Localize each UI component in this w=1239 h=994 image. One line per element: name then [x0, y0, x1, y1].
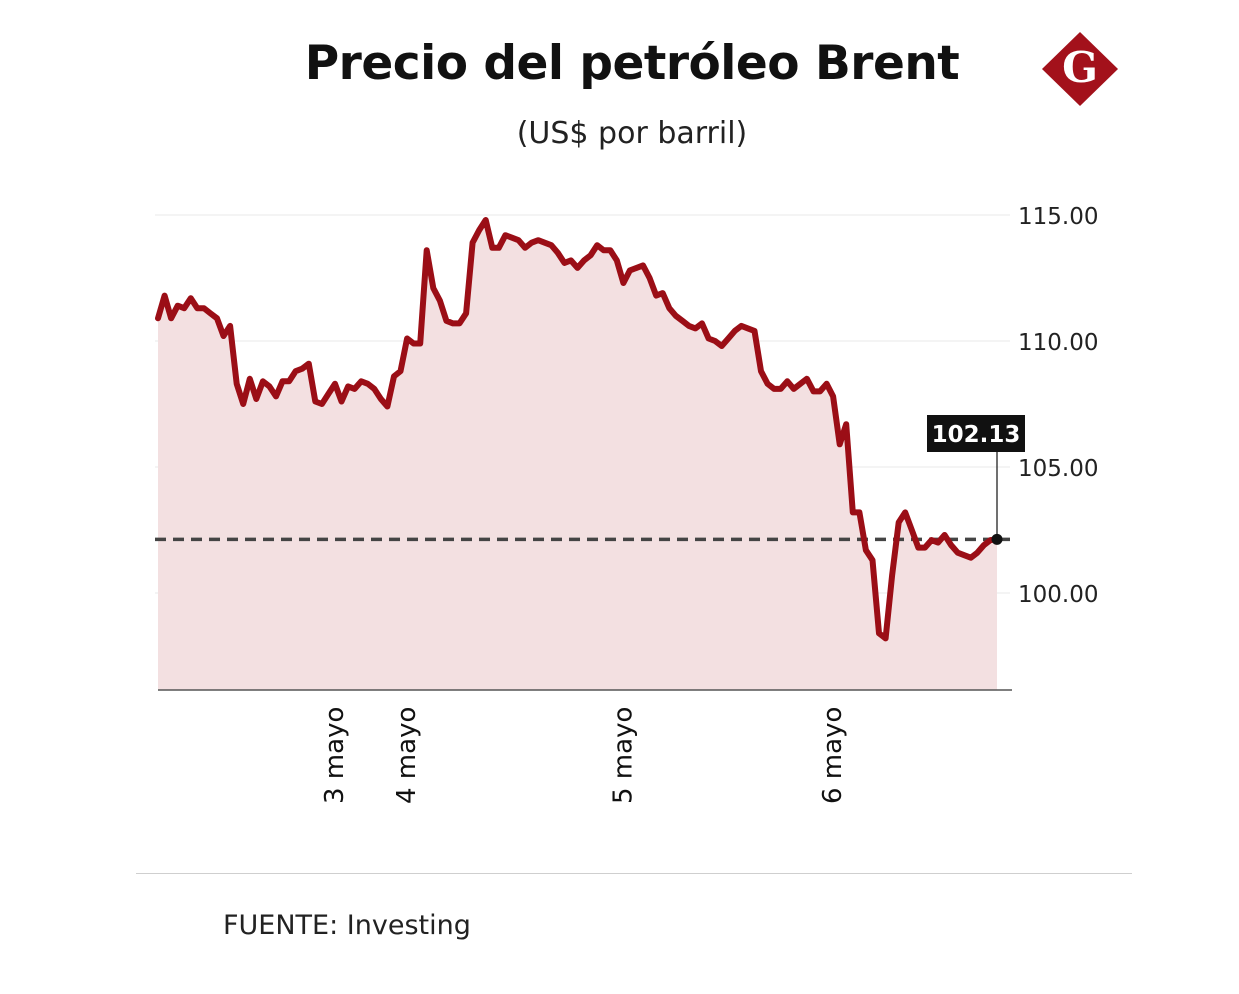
x-tick-label: 3 mayo: [320, 707, 350, 804]
source-label: FUENTE:: [223, 910, 339, 941]
chart-subtitle: (US$ por barril): [516, 116, 748, 151]
brand-logo: G: [1042, 32, 1118, 106]
logo-letter: G: [1062, 43, 1098, 92]
x-tick-label: 6 mayo: [818, 707, 848, 804]
footer-divider: [136, 873, 1132, 874]
chart-title: Precio del petróleo Brent: [304, 36, 960, 91]
x-tick-label: 4 mayo: [392, 707, 422, 804]
y-tick-label: 110.00: [1018, 330, 1098, 356]
y-tick-label: 115.00: [1018, 204, 1098, 230]
source-note: FUENTE: Investing: [223, 910, 471, 941]
series-area: [158, 220, 997, 690]
source-name: Investing: [346, 910, 471, 941]
series-line: [155, 217, 1000, 642]
logo-diamond: [1042, 32, 1118, 106]
last-value-box: [927, 415, 1025, 452]
x-tick-label: 5 mayo: [608, 707, 638, 804]
last-point-marker: [991, 533, 1003, 545]
y-tick-label: 100.00: [1018, 582, 1098, 608]
last-value-label: 102.13: [932, 422, 1021, 448]
y-tick-label: 105.00: [1018, 456, 1098, 482]
